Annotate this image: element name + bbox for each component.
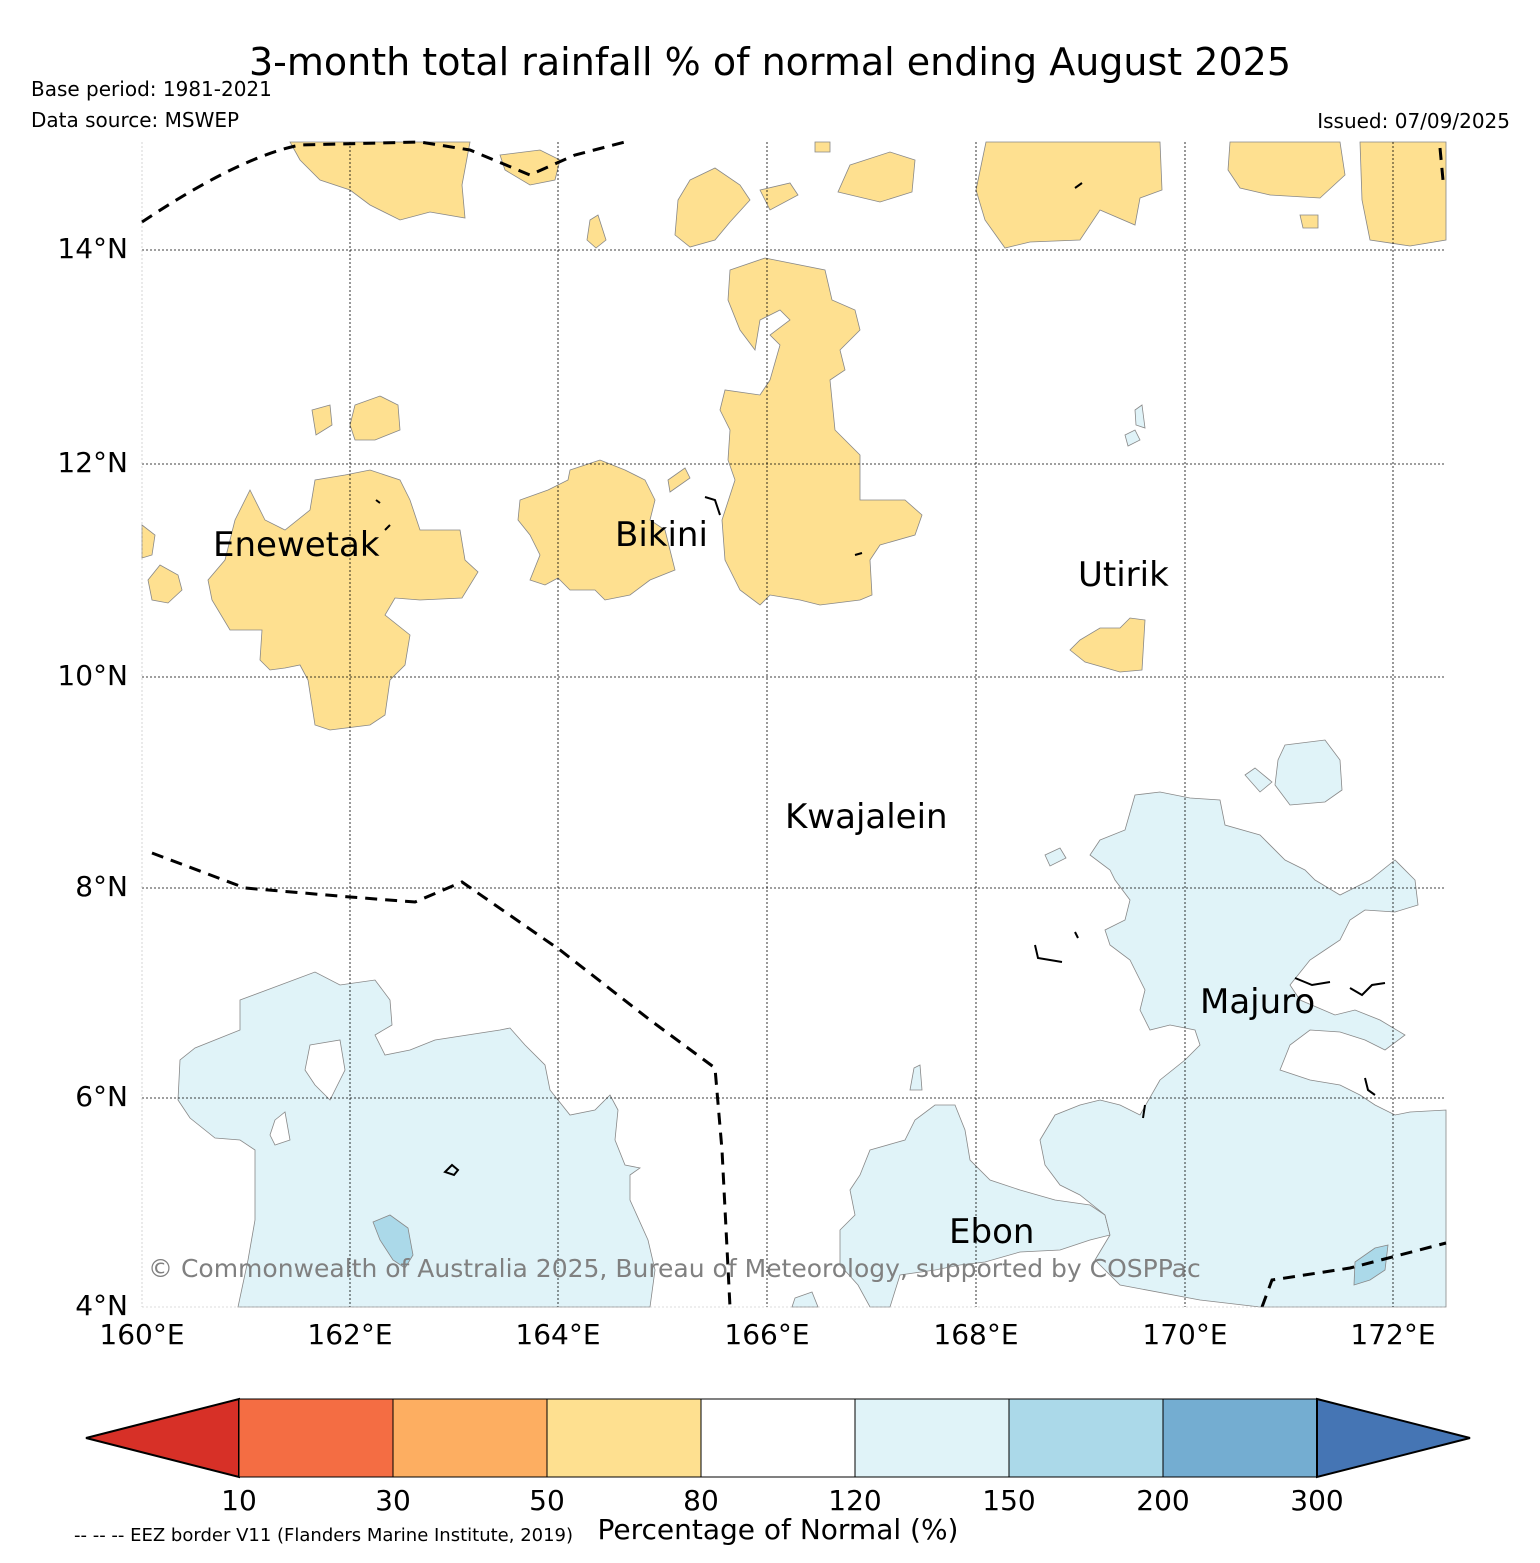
lon-label-160e: 160°E [99,1318,185,1351]
colorbar-label: Percentage of Normal (%) [597,1513,959,1546]
region-north-2 [499,149,561,186]
frame-edges [141,142,1446,1308]
region-bikini [517,459,676,601]
lon-label-172e: 172°E [1350,1318,1436,1351]
region-north-8 [1359,141,1447,247]
region-southeast [1039,791,1447,1308]
lon-label-170e: 170°E [1142,1318,1228,1351]
region-north-7 [1227,141,1346,199]
region-southcentral [839,1104,1111,1308]
lat-label-6n: 6°N [75,1080,128,1113]
map-title: 3-month total rainfall % of normal endin… [249,40,1291,84]
below-normal-regions [141,141,1447,731]
eez-west [151,851,732,1308]
region-southwest [177,971,656,1308]
region-enewetak [207,469,479,731]
region-se-blue [1353,1244,1389,1286]
eez-border-note: -- -- -- EEZ border V11 (Flanders Marine… [74,1525,574,1546]
lon-label-164e: 164°E [515,1318,601,1351]
region-hole-sw [304,1039,346,1101]
colorbar-tick-300: 300 [1290,1484,1344,1517]
data-source: Data source: MSWEP [31,108,240,132]
lon-label-168e: 168°E [933,1318,1019,1351]
lat-label-10n: 10°N [57,659,128,692]
region-north-3 [674,167,751,248]
copyright-notice: © Commonwealth of Australia 2025, Bureau… [148,1254,1201,1283]
lat-label-8n: 8°N [75,870,128,903]
gridlines [142,142,1446,1307]
region-kwaj-north [719,257,923,606]
place-utirik: Utirik [1078,555,1169,595]
eez-ne [1438,147,1445,181]
region-east-4 [1124,429,1141,447]
place-kwajalein: Kwajalein [785,797,948,837]
region-east-3 [1044,847,1067,867]
region-east-2 [1244,767,1273,793]
colorbar-tick-200: 200 [1136,1484,1190,1517]
region-small-2 [814,141,831,153]
eez-southeast [1260,1241,1447,1308]
place-ebon: Ebon [949,1212,1035,1252]
region-small-1 [1299,214,1319,229]
place-enewetak: Enewetak [213,525,380,565]
eez-north [141,140,626,224]
colorbar-tick-10: 10 [221,1484,257,1517]
colorbar-tick-150: 150 [982,1484,1036,1517]
eez-borders [141,140,1447,1308]
region-small-8 [269,1111,291,1146]
region-enewetak-n1 [311,404,333,436]
colorbar-tick-50: 50 [529,1484,565,1517]
colorbar-tick-120: 120 [828,1484,882,1517]
place-majuro: Majuro [1200,982,1316,1022]
lon-label-162e: 162°E [307,1318,393,1351]
lat-label-12n: 12°N [57,446,128,479]
region-bikini-ne [667,467,691,493]
region-small-6 [909,1064,923,1091]
region-north-1 [289,141,471,221]
lon-label-166e: 166°E [724,1318,810,1351]
region-enewetak-n2 [349,395,401,441]
place-bikini: Bikini [615,515,708,555]
region-north-9 [586,214,607,249]
region-east-5 [1134,404,1146,429]
lat-label-4n: 4°N [75,1289,128,1322]
lat-label-14n: 14°N [57,232,128,265]
island-coastlines [375,182,1386,1177]
region-north-6 [975,141,1163,249]
colorbar-tick-30: 30 [375,1484,411,1517]
colorbar-tick-80: 80 [683,1484,719,1517]
base-period: Base period: 1981-2021 [31,77,272,101]
region-north-5 [837,151,916,203]
region-utirik-s [1069,617,1146,673]
well-above-normal-regions [372,1214,1389,1286]
above-normal-regions [177,404,1447,1308]
region-east-1 [1274,739,1343,806]
region-enewetak-sw [147,564,183,604]
issued-date: Issued: 07/09/2025 [1317,109,1510,133]
region-sw-blue [372,1214,414,1269]
